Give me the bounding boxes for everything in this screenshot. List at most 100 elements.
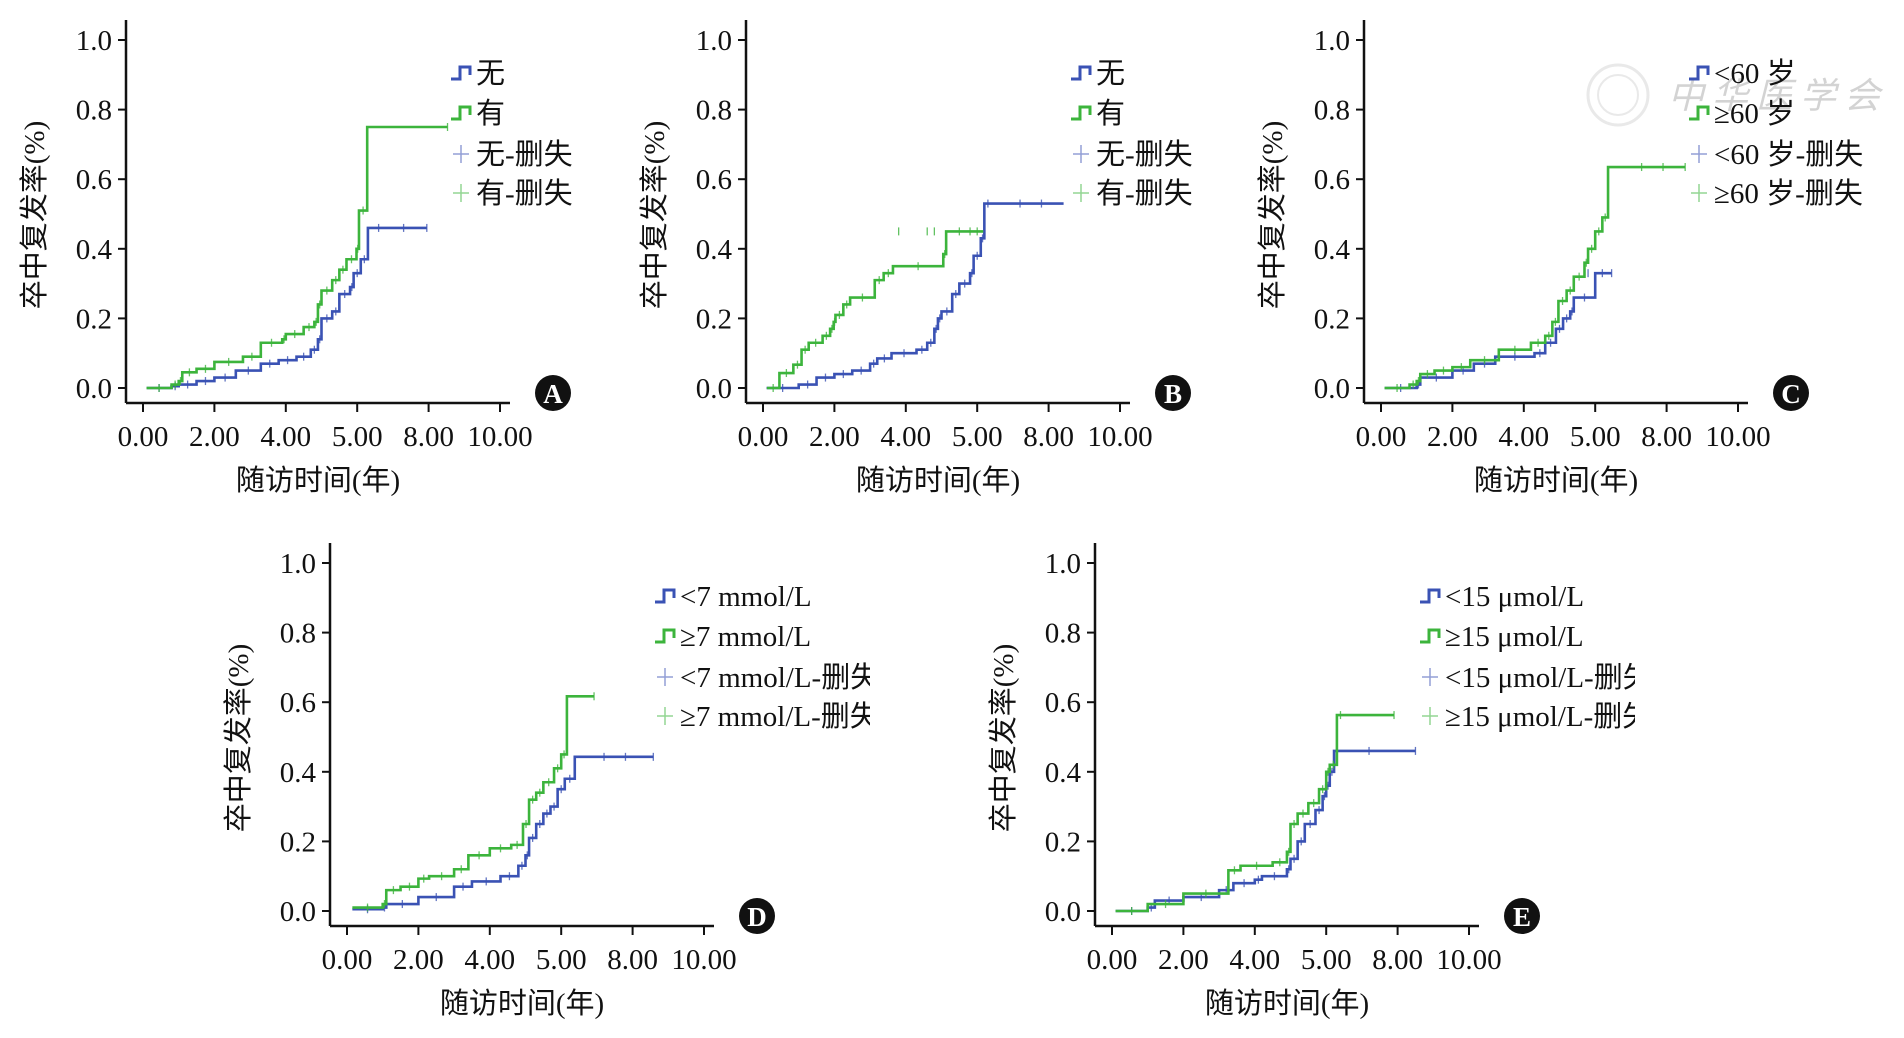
panel-badge-label: D	[747, 902, 767, 932]
series-line-0	[1115, 749, 1416, 913]
watermark-emblem-inner	[1597, 74, 1639, 116]
x-tick-label: 5.00	[952, 421, 1003, 453]
legend-step-icon	[451, 105, 472, 121]
x-tick-label: 2.00	[189, 421, 240, 453]
series-line-0	[352, 755, 654, 911]
legend-step-icon	[655, 628, 676, 644]
y-tick-label: 0.2	[1314, 303, 1350, 335]
y-tick-label: 0.2	[1045, 826, 1081, 858]
y-tick-label: 0.2	[280, 826, 316, 858]
x-tick-label: 0.00	[738, 421, 789, 453]
y-tick-label: 1.0	[1045, 548, 1081, 580]
y-tick-label: 0.8	[696, 95, 732, 127]
legend-label: 有-删失	[476, 177, 573, 210]
legend-label: <7 mmol/L-删失	[680, 661, 870, 694]
legend-censor-icon	[1422, 668, 1438, 686]
x-tick-label: 8.00	[1641, 421, 1692, 453]
x-tick-label: 0.00	[1356, 421, 1407, 453]
chart-panel-b: 0.0 0.2 0.4 0.6 0.8 1.0 0.00 2.00 4.00 5.00 8.00 10…	[620, 0, 1286, 510]
legend-censor-icon	[453, 145, 469, 163]
chart-panel-d: 0.0 0.2 0.4 0.6 0.8 1.0 0.00 2.00 4.00 5.00 8.00 10…	[204, 523, 879, 1033]
x-tick-label: 4.00	[880, 421, 931, 453]
x-tick-label: 0.00	[1087, 944, 1138, 976]
legend-label: 无-删失	[476, 138, 573, 171]
x-tick-label: 8.00	[607, 944, 658, 976]
legend-label: <60 岁	[1714, 57, 1796, 90]
km-chart: 0.0 0.2 0.4 0.6 0.8 1.0 0.00 2.00 4.00 5.00 8.00 10…	[638, 20, 1193, 497]
panel-badge-label: C	[1781, 379, 1801, 409]
y-tick-label: 0.6	[280, 687, 316, 719]
legend-step-icon	[1071, 105, 1092, 121]
legend-label: ≥60 岁-删失	[1714, 177, 1863, 210]
legend-label: 无-删失	[1096, 138, 1193, 171]
x-tick-label: 2.00	[1158, 944, 1209, 976]
legend-label: ≥7 mmol/L-删失	[680, 700, 870, 733]
chart-panel-e: 0.0 0.2 0.4 0.6 0.8 1.0 0.00 2.00 4.00 5.00 8.00 10…	[969, 523, 1652, 1033]
legend-step-icon	[1420, 628, 1441, 644]
panel-badge-label: B	[1164, 379, 1182, 409]
y-tick-label: 0.0	[76, 373, 112, 405]
y-tick-label: 0.4	[696, 234, 733, 266]
km-chart: 0.0 0.2 0.4 0.6 0.8 1.0 0.00 2.00 4.00 5.00 8.00 10…	[987, 543, 1652, 1020]
legend-label: 无	[1096, 58, 1125, 90]
watermark-emblem	[1586, 63, 1650, 127]
y-tick-label: 1.0	[76, 25, 112, 57]
chart-panel-a: 0.0 0.2 0.4 0.6 0.8 1.0 0.00 2.00 4.00 5.00 8.00 10…	[0, 0, 666, 510]
x-tick-label: 4.00	[260, 421, 311, 453]
y-tick-label: 0.4	[76, 234, 113, 266]
y-tick-label: 0.0	[280, 896, 316, 928]
y-tick-label: 0.0	[696, 373, 732, 405]
x-axis-title: 随访时间(年)	[236, 464, 400, 497]
legend-step-icon	[1689, 65, 1710, 81]
legend-censor-icon	[1422, 707, 1438, 725]
km-chart: 0.0 0.2 0.4 0.6 0.8 1.0 0.00 2.00 4.00 5.00 8.00 10…	[18, 20, 573, 497]
y-tick-label: 0.0	[1314, 373, 1350, 405]
x-tick-label: 8.00	[1023, 421, 1074, 453]
x-tick-label: 5.00	[1301, 944, 1352, 976]
legend-censor-icon	[657, 668, 673, 686]
legend-label: 有-删失	[1096, 177, 1193, 210]
panel-badge	[535, 375, 571, 411]
legend-step-icon	[451, 65, 472, 81]
y-tick-label: 0.4	[1045, 757, 1082, 789]
x-tick-label: 5.00	[536, 944, 587, 976]
panel-badge	[739, 898, 775, 934]
km-chart: 中华医学会 0.0 0.2 0.4 0.6 0.8 1.0 0.00 2.00 4.00 5.00 8…	[1256, 20, 1888, 497]
km-chart: 0.0 0.2 0.4 0.6 0.8 1.0 0.00 2.00 4.00 5.00 8.00 10…	[222, 543, 879, 1020]
legend-censor-icon	[453, 184, 469, 202]
legend-step-icon	[1071, 65, 1092, 81]
x-tick-label: 5.00	[332, 421, 383, 453]
x-tick-label: 10.00	[1436, 944, 1501, 976]
legend-label: 有	[476, 97, 505, 130]
x-tick-label: 8.00	[1372, 944, 1423, 976]
y-tick-label: 0.6	[1045, 687, 1081, 719]
panel-badge	[1155, 375, 1191, 411]
legend-label: 无	[476, 58, 505, 90]
y-axis-title: 卒中复发率(%)	[987, 644, 1020, 832]
y-axis-title: 卒中复发率(%)	[1256, 121, 1289, 309]
legend-censor-icon	[1691, 145, 1707, 163]
legend-label: <15 μmol/L	[1445, 581, 1584, 613]
y-tick-label: 0.8	[280, 618, 316, 650]
panel-badge-label: A	[543, 379, 563, 409]
legend-censor-icon	[1073, 184, 1089, 202]
watermark-text: 中华医学会	[1668, 76, 1888, 116]
legend-label: <60 岁-删失	[1714, 138, 1863, 171]
x-tick-label: 0.00	[118, 421, 169, 453]
series-line-0	[766, 202, 1064, 390]
legend-label: ≥60 岁	[1714, 97, 1795, 130]
x-tick-label: 0.00	[322, 944, 373, 976]
x-tick-label: 8.00	[403, 421, 454, 453]
series-line-0	[146, 226, 427, 390]
series-line-1	[766, 230, 984, 390]
x-tick-label: 4.00	[1498, 421, 1549, 453]
y-axis-title: 卒中复发率(%)	[638, 121, 671, 309]
x-tick-label: 10.00	[1705, 421, 1770, 453]
watermark: 中华医学会	[1586, 63, 1888, 127]
y-tick-label: 1.0	[280, 548, 316, 580]
y-axis-title: 卒中复发率(%)	[18, 121, 51, 309]
y-axis-title: 卒中复发率(%)	[222, 644, 255, 832]
y-tick-label: 0.4	[280, 757, 317, 789]
legend-step-icon	[1689, 105, 1710, 121]
x-tick-label: 10.00	[1087, 421, 1152, 453]
